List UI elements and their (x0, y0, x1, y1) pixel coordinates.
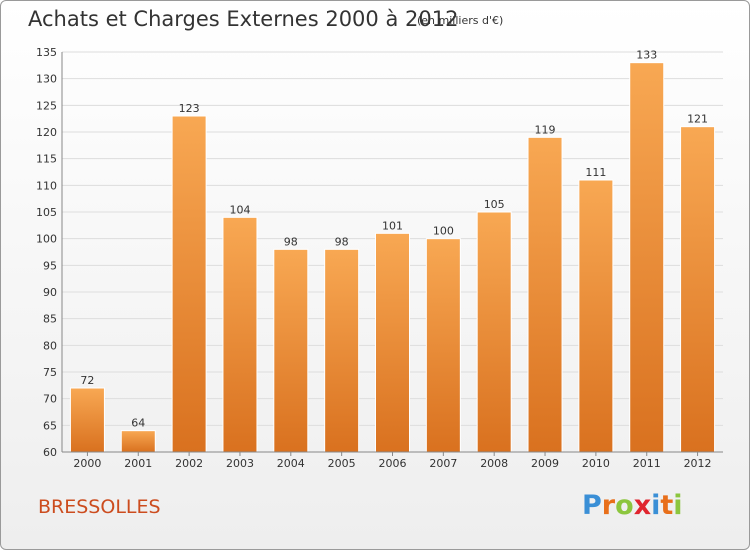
x-tick-label-2000: 2000 (73, 457, 101, 470)
bar-2001[interactable] (120, 430, 156, 453)
bar-2012[interactable] (680, 126, 716, 453)
proxiti-logo[interactable]: Proxiti (582, 490, 683, 521)
y-tick-label: 80 (43, 339, 57, 352)
bar-2000[interactable] (69, 387, 105, 453)
y-tick-label: 90 (43, 286, 57, 299)
x-tick-label-2012: 2012 (684, 457, 712, 470)
x-tick-label-2007: 2007 (429, 457, 457, 470)
x-tick-label-2006: 2006 (379, 457, 407, 470)
y-tick-label: 95 (43, 259, 57, 272)
logo-letter: t (660, 490, 674, 521)
data-label-2010: 111 (585, 166, 606, 179)
data-label-2006: 101 (382, 219, 403, 232)
logo-letter: r (601, 490, 616, 521)
data-label-2011: 133 (636, 49, 657, 62)
y-tick-label: 65 (43, 419, 57, 432)
bar-2005[interactable] (324, 248, 360, 453)
data-label-2000: 72 (80, 374, 94, 387)
x-tick-label-2005: 2005 (328, 457, 356, 470)
x-tick-label-2008: 2008 (480, 457, 508, 470)
logo-letter: x (633, 490, 652, 521)
data-label-2008: 105 (484, 198, 505, 211)
y-tick-label: 125 (36, 99, 57, 112)
y-tick-label: 120 (36, 126, 57, 139)
bar-2004[interactable] (273, 248, 309, 453)
bar-2010[interactable] (578, 179, 614, 453)
data-label-2004: 98 (284, 235, 298, 248)
y-tick-label: 100 (36, 233, 57, 246)
chart-subtitle: (en milliers d'€) (417, 14, 504, 27)
y-tick-label: 75 (43, 366, 57, 379)
x-tick-label-2011: 2011 (633, 457, 661, 470)
x-tick-label-2003: 2003 (226, 457, 254, 470)
bar-2011[interactable] (629, 62, 665, 453)
y-tick-label: 115 (36, 153, 57, 166)
bar-2002[interactable] (171, 115, 207, 453)
x-tick-label-2009: 2009 (531, 457, 559, 470)
chart-title: Achats et Charges Externes 2000 à 2012 (28, 7, 459, 31)
commune-name: BRESSOLLES (38, 496, 161, 518)
data-label-2012: 121 (687, 113, 708, 126)
logo-letter: o (615, 490, 634, 521)
data-label-2005: 98 (335, 235, 349, 248)
y-tick-label: 135 (36, 46, 57, 59)
bar-2003[interactable] (222, 216, 258, 453)
y-tick-label: 85 (43, 313, 57, 326)
y-tick-label: 105 (36, 206, 57, 219)
y-tick-label: 110 (36, 179, 57, 192)
bar-2009[interactable] (527, 136, 563, 453)
x-tick-label-2004: 2004 (277, 457, 305, 470)
logo-letter: i (651, 490, 661, 521)
logo-letter: P (582, 490, 602, 521)
logo-letter: i (673, 490, 683, 521)
x-tick-label-2002: 2002 (175, 457, 203, 470)
bar-2008[interactable] (476, 211, 512, 453)
data-label-2002: 123 (179, 102, 200, 115)
x-tick-label-2010: 2010 (582, 457, 610, 470)
data-label-2007: 100 (433, 225, 454, 238)
x-tick-label-2001: 2001 (124, 457, 152, 470)
y-tick-label: 60 (43, 446, 57, 459)
y-tick-label: 130 (36, 73, 57, 86)
data-label-2001: 64 (131, 417, 145, 430)
bar-2007[interactable] (425, 238, 461, 453)
data-label-2003: 104 (229, 203, 250, 216)
y-tick-label: 70 (43, 393, 57, 406)
bar-2006[interactable] (375, 232, 410, 453)
data-label-2009: 119 (535, 123, 556, 136)
